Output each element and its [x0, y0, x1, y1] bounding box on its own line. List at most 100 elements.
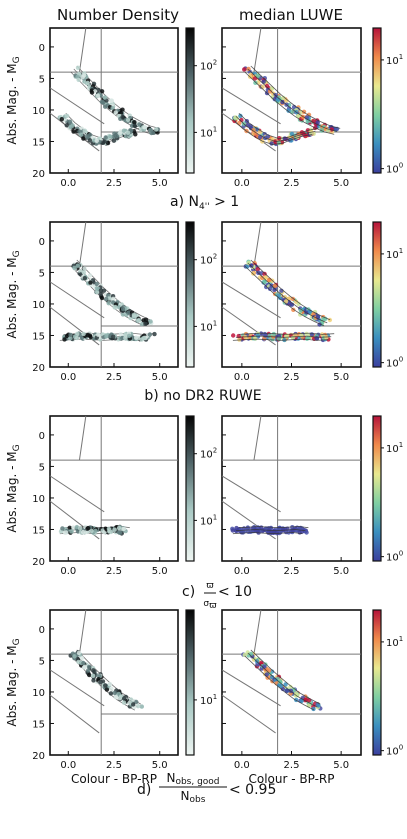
x-tick-label: 0.0: [60, 566, 76, 577]
y-tick-label: 0: [39, 43, 45, 54]
reference-line-diag3: [78, 27, 87, 73]
data-point: [82, 128, 88, 133]
data-point: [134, 699, 139, 705]
data-point: [76, 650, 82, 656]
x-tick-label: 2.5: [106, 372, 122, 383]
data-point: [134, 335, 139, 340]
y-tick-label: 5: [39, 268, 45, 279]
y-tick-label: 0: [39, 431, 45, 442]
y-tick-label: 15: [32, 331, 45, 342]
data-point: [262, 279, 267, 285]
panel-left-3: 0 5 10 15 20 0.0 2.5 5.0: [32, 609, 179, 771]
reference-line-diag: [49, 669, 105, 707]
data-point: [94, 138, 100, 143]
x-tick-label: 5.0: [152, 566, 168, 577]
data-point: [104, 296, 109, 302]
contour-line: [238, 526, 309, 529]
colorbar-gradient: [372, 221, 382, 368]
data-point: [101, 100, 106, 105]
data-point: [283, 682, 288, 687]
colorbar-luwe: 101 100: [372, 27, 403, 176]
data-point: [98, 288, 104, 293]
panel-left-1: 0 5 10 15 20 0.0 2.5 5.0: [32, 221, 179, 383]
data-point: [106, 301, 111, 306]
y-tick-label: 15: [32, 525, 45, 536]
data-point: [103, 135, 108, 140]
y-tick-label: 0: [39, 625, 45, 636]
data-point: [263, 275, 268, 280]
data-point: [136, 318, 141, 323]
colorbar-tick-label: 101: [386, 247, 403, 261]
x-tick-label: 0.0: [60, 178, 76, 189]
contour-line: [232, 532, 303, 535]
caption-label: d): [137, 782, 151, 798]
data-point: [96, 87, 101, 93]
data-point: [284, 688, 289, 693]
contour-line: [235, 116, 316, 142]
data-point: [109, 686, 114, 691]
data-point: [90, 673, 96, 678]
data-point: [98, 291, 104, 297]
x-tick-label: 0.0: [234, 760, 250, 771]
colorbar-tick-label: 101: [200, 319, 217, 333]
y-axis-label: Abs. Mag. - MG: [5, 638, 22, 726]
data-point: [89, 528, 95, 534]
data-point: [79, 655, 85, 661]
data-point: [255, 73, 261, 79]
colorbar-gradient: [185, 221, 195, 368]
data-point: [93, 528, 98, 534]
data-point: [63, 530, 69, 535]
data-point: [71, 129, 76, 134]
data-point: [230, 528, 235, 533]
colorbar-gradient: [185, 415, 195, 562]
data-point: [259, 525, 264, 530]
data-point: [70, 123, 75, 128]
data-point: [288, 684, 293, 690]
data-point: [242, 67, 247, 72]
data-point: [64, 333, 70, 339]
data-point: [113, 304, 118, 310]
contour-line: [250, 65, 341, 129]
data-point: [116, 525, 122, 531]
data-point: [69, 529, 74, 534]
data-point: [82, 266, 87, 271]
y-axis-label: Abs. Mag. - MG: [5, 250, 22, 338]
x-tick-label: 5.0: [333, 178, 349, 189]
data-point: [112, 690, 118, 696]
data-point: [281, 95, 286, 101]
colorbar-tick-label: 101: [386, 441, 403, 455]
caption-text: a) N4'' > 1: [170, 194, 239, 212]
data-point: [286, 108, 291, 113]
data-point: [323, 316, 328, 321]
data-point: [111, 296, 116, 301]
colorbar-tick-label: 101: [386, 635, 403, 649]
caption-tail: < 10: [218, 584, 252, 600]
data-point: [75, 65, 81, 71]
data-point: [87, 672, 92, 678]
reference-line-diag: [221, 475, 281, 513]
data-point: [304, 331, 309, 337]
colorbar-tick-label: 100: [386, 162, 403, 176]
colorbar-tick-label: 102: [200, 253, 217, 267]
data-point: [114, 133, 120, 139]
data-point: [68, 335, 73, 341]
data-point: [143, 321, 148, 326]
colorbar-luwe: 101 100: [372, 609, 403, 758]
x-axis-label-left: Colour - BP-RP: [71, 772, 157, 786]
data-point: [99, 89, 105, 94]
y-tick-label: 20: [32, 363, 45, 374]
colorbar-tick-label: 101: [200, 513, 217, 527]
data-point: [108, 529, 114, 535]
data-point: [91, 678, 96, 683]
data-point: [108, 134, 113, 139]
data-point: [104, 687, 110, 692]
data-point: [131, 702, 136, 707]
colorbar-density: 101: [185, 609, 217, 756]
data-point: [75, 263, 81, 268]
data-point: [125, 130, 131, 135]
y-tick-label: 15: [32, 137, 45, 148]
data-point: [271, 331, 276, 337]
caption-tail: < 0.95: [229, 782, 276, 798]
data-point: [67, 525, 72, 530]
x-tick-label: 2.5: [284, 566, 300, 577]
